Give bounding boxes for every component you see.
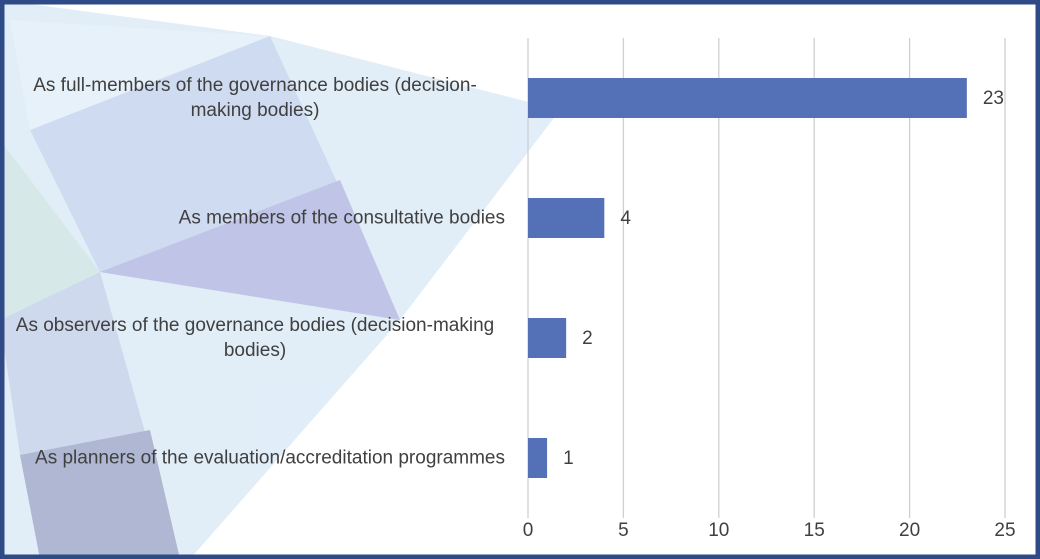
category-label-box: As full-members of the governance bodies…: [5, 73, 505, 123]
x-tick-label: 15: [804, 520, 825, 541]
x-tick-label: 20: [899, 520, 920, 541]
x-tick-label: 0: [523, 520, 534, 541]
data-label: 23: [983, 88, 1004, 109]
data-label: 1: [563, 448, 574, 469]
data-label: 4: [620, 208, 631, 229]
background-decoration: [0, 0, 560, 559]
bar: [528, 318, 567, 358]
x-tick-label: 25: [994, 520, 1015, 541]
category-label-box: As planners of the evaluation/accreditat…: [5, 446, 505, 471]
y-tick-label: As members of the consultative bodies: [178, 207, 505, 229]
bar: [528, 78, 967, 118]
bar: [528, 438, 548, 478]
data-label: 2: [582, 328, 593, 349]
x-tick-label: 10: [708, 520, 729, 541]
category-label-box: As members of the consultative bodies: [5, 206, 505, 231]
category-label-box: As observers of the governance bodies (d…: [5, 313, 505, 363]
y-tick-label: As full-members of the governance bodies…: [33, 75, 477, 121]
bar: [528, 198, 605, 238]
y-tick-label: As observers of the governance bodies (d…: [15, 315, 495, 361]
x-tick-label: 5: [618, 520, 629, 541]
y-tick-label: As planners of the evaluation/accreditat…: [35, 447, 505, 469]
